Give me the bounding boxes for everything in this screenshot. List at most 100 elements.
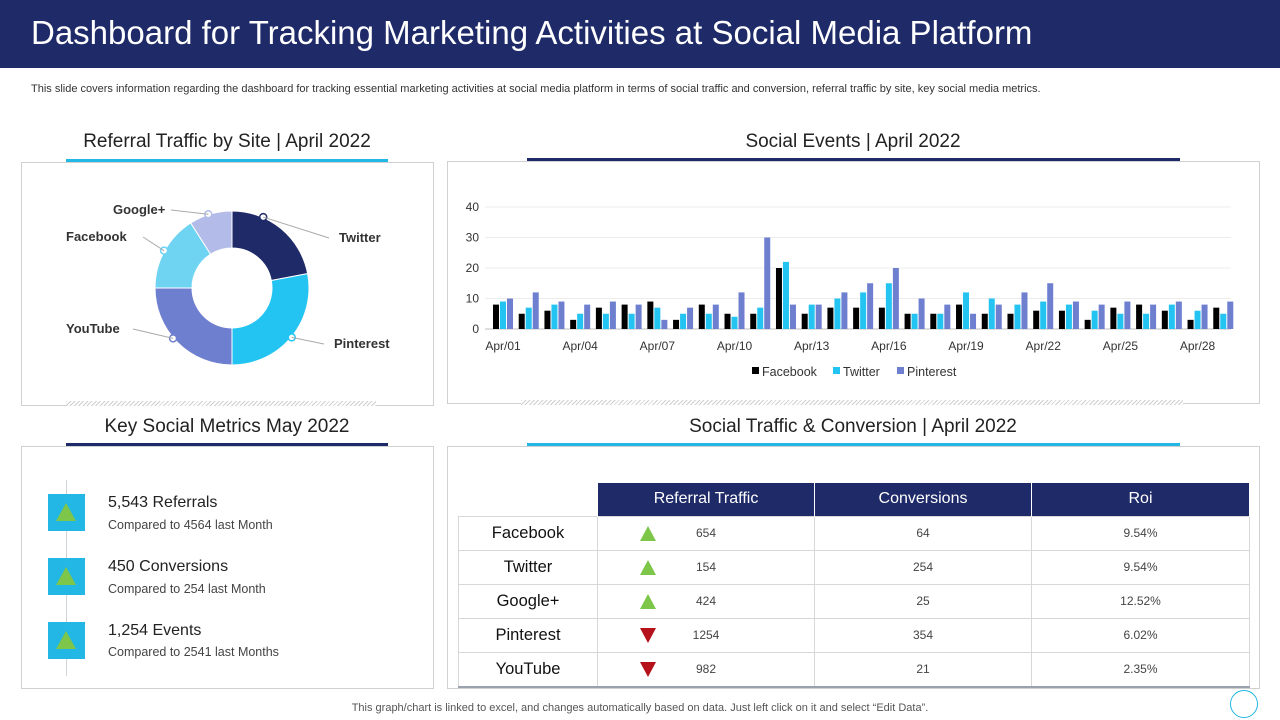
row-referral-value: 654 bbox=[695, 525, 717, 540]
donut-slice-google bbox=[190, 210, 233, 255]
row-referral-value: 154 bbox=[695, 559, 717, 574]
row-conversions-value: 254 bbox=[814, 549, 1032, 584]
header-referral-traffic: Referral Traffic bbox=[597, 483, 815, 516]
metrics-panel bbox=[21, 446, 434, 689]
page-title: Dashboard for Tracking Marketing Activit… bbox=[31, 14, 1033, 51]
donut-label-twitter: Twitter bbox=[339, 230, 381, 245]
bar-twitter-apr-11 bbox=[757, 307, 764, 329]
donut-leader-pinterest bbox=[291, 336, 325, 345]
bar-pinterest-apr-04 bbox=[584, 304, 591, 329]
metric-events-title: 1,254 Events bbox=[108, 622, 202, 639]
bar-facebook-apr-05 bbox=[595, 307, 602, 329]
donut-leader-twitter bbox=[263, 216, 330, 239]
y-tick-label: 0 bbox=[472, 322, 479, 336]
legend-label-twitter: Twitter bbox=[843, 365, 880, 379]
bar-pinterest-apr-27 bbox=[1175, 301, 1182, 329]
header-bar: Dashboard for Tracking Marketing Activit… bbox=[0, 0, 1280, 68]
bar-facebook-apr-23 bbox=[1058, 310, 1065, 329]
table-row: Facebook 654 64 9.54% bbox=[458, 515, 1250, 550]
donut-label-youtube: YouTube bbox=[66, 321, 120, 336]
trend-up-icon bbox=[640, 559, 656, 575]
bar-pinterest-apr-11 bbox=[764, 237, 771, 329]
legend-label-pinterest: Pinterest bbox=[907, 365, 957, 379]
bar-pinterest-apr-15 bbox=[867, 283, 874, 329]
metric-events-sub: Compared to 2541 last Months bbox=[108, 645, 279, 659]
social-events-bar-chart: 0 10 20 30 40 Apr/01 Apr/04 Apr/07 Apr/10 Apr/13… bbox=[466, 200, 1234, 379]
bar-facebook-apr-29 bbox=[1213, 307, 1220, 329]
metric-referrals-title: 5,543 Referrals bbox=[108, 494, 218, 511]
bar-pinterest-apr-08 bbox=[687, 307, 694, 329]
bar-pinterest-apr-05 bbox=[609, 301, 616, 329]
row-referral-cell: 154 bbox=[597, 549, 815, 584]
bar-twitter-apr-22 bbox=[1040, 301, 1047, 329]
bar-twitter-apr-20 bbox=[988, 298, 995, 329]
donut-slice-pinterest bbox=[231, 272, 310, 366]
bar-twitter-apr-10 bbox=[731, 316, 738, 329]
row-referral-value: 1254 bbox=[692, 627, 720, 642]
referrals-up-icon bbox=[48, 494, 85, 531]
bar-twitter-apr-15 bbox=[860, 292, 867, 329]
bar-pinterest-apr-20 bbox=[995, 304, 1002, 329]
row-referral-value: 424 bbox=[695, 593, 717, 608]
trend-down-icon bbox=[640, 627, 656, 643]
conversion-table: Referral Traffic Conversions Roi Faceboo… bbox=[458, 483, 1250, 688]
bar-twitter-apr-18 bbox=[937, 313, 944, 329]
y-tick-label: 30 bbox=[466, 231, 480, 245]
bar-twitter-apr-01 bbox=[500, 301, 506, 329]
bar-facebook-apr-12 bbox=[775, 268, 782, 329]
bar-facebook-apr-07 bbox=[647, 301, 654, 329]
table-row: Google+ 424 25 12.52% bbox=[458, 583, 1250, 618]
table-row: Pinterest 1254 354 6.02% bbox=[458, 617, 1250, 652]
bar-facebook-apr-27 bbox=[1161, 310, 1168, 329]
referral-donut-chart: Twitter Pinterest YouTube Facebook Google+ bbox=[66, 202, 390, 366]
bar-facebook-apr-21 bbox=[1007, 313, 1014, 329]
row-roi-value: 6.02% bbox=[1031, 617, 1250, 652]
bar-facebook-apr-16 bbox=[878, 307, 885, 329]
bar-pinterest-apr-06 bbox=[635, 304, 642, 329]
trend-up-icon bbox=[640, 593, 656, 609]
bar-twitter-apr-13 bbox=[808, 304, 815, 329]
row-roi-value: 2.35% bbox=[1031, 651, 1250, 688]
corner-circle-icon bbox=[1230, 690, 1258, 718]
legend-swatch-facebook bbox=[752, 367, 759, 374]
row-referral-cell: 1254 bbox=[597, 617, 815, 652]
header-conversions: Conversions bbox=[814, 483, 1032, 516]
legend-label-facebook: Facebook bbox=[762, 365, 818, 379]
bar-pinterest-apr-09 bbox=[712, 304, 719, 329]
bar-pinterest-apr-14 bbox=[841, 292, 848, 329]
donut-label-pinterest: Pinterest bbox=[334, 336, 390, 351]
bar-twitter-apr-16 bbox=[885, 283, 892, 329]
events-up-icon bbox=[48, 622, 85, 659]
table-row: YouTube 982 21 2.35% bbox=[458, 651, 1250, 688]
row-referral-cell: 654 bbox=[597, 515, 815, 550]
donut-leader-google bbox=[170, 209, 209, 215]
row-site-label: YouTube bbox=[458, 651, 598, 688]
bar-pinterest-apr-18 bbox=[944, 304, 951, 329]
row-roi-value: 9.54% bbox=[1031, 549, 1250, 584]
bar-facebook-apr-18 bbox=[930, 313, 937, 329]
metrics-title-accent bbox=[66, 443, 388, 448]
donut-label-facebook: Facebook bbox=[66, 229, 127, 244]
row-site-label: Google+ bbox=[458, 583, 598, 618]
bar-facebook-apr-11 bbox=[750, 313, 757, 329]
bar-pinterest-apr-22 bbox=[1047, 283, 1054, 329]
bar-facebook-apr-13 bbox=[801, 313, 808, 329]
bar-twitter-apr-06 bbox=[628, 313, 635, 329]
bar-facebook-apr-19 bbox=[956, 304, 963, 329]
bar-pinterest-apr-21 bbox=[1021, 292, 1028, 329]
x-tick-label: Apr/19 bbox=[948, 339, 984, 353]
row-conversions-value: 64 bbox=[814, 515, 1032, 550]
row-conversions-value: 354 bbox=[814, 617, 1032, 652]
bar-facebook-apr-26 bbox=[1136, 304, 1143, 329]
table-row: Twitter 154 254 9.54% bbox=[458, 549, 1250, 584]
metric-conversions-sub: Compared to 254 last Month bbox=[108, 582, 266, 596]
bar-facebook-apr-04 bbox=[570, 319, 577, 329]
bar-pinterest-apr-03 bbox=[558, 301, 565, 329]
events-panel bbox=[447, 161, 1260, 404]
row-referral-value: 982 bbox=[695, 661, 717, 676]
row-roi-value: 9.54% bbox=[1031, 515, 1250, 550]
bar-facebook-apr-01 bbox=[493, 304, 499, 329]
x-tick-label: Apr/28 bbox=[1180, 339, 1216, 353]
referral-panel-hatch bbox=[66, 401, 376, 406]
bar-pinterest-apr-13 bbox=[815, 304, 822, 329]
